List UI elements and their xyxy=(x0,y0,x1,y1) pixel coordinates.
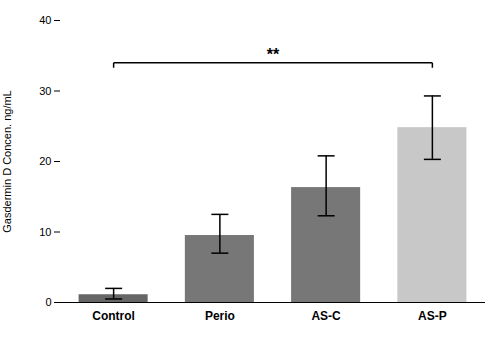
svg-text:**: ** xyxy=(267,46,280,63)
svg-text:30: 30 xyxy=(39,85,51,97)
svg-text:Perio: Perio xyxy=(205,309,235,323)
svg-text:10: 10 xyxy=(39,226,51,238)
svg-text:AS-C: AS-C xyxy=(311,309,341,323)
svg-text:Control: Control xyxy=(92,309,135,323)
svg-text:AS-P: AS-P xyxy=(418,309,447,323)
svg-text:20: 20 xyxy=(39,155,51,167)
svg-text:40: 40 xyxy=(39,14,51,26)
svg-text:Gasdermin D Concen. ng/mL: Gasdermin D Concen. ng/mL xyxy=(1,90,13,232)
svg-text:0: 0 xyxy=(45,296,51,308)
